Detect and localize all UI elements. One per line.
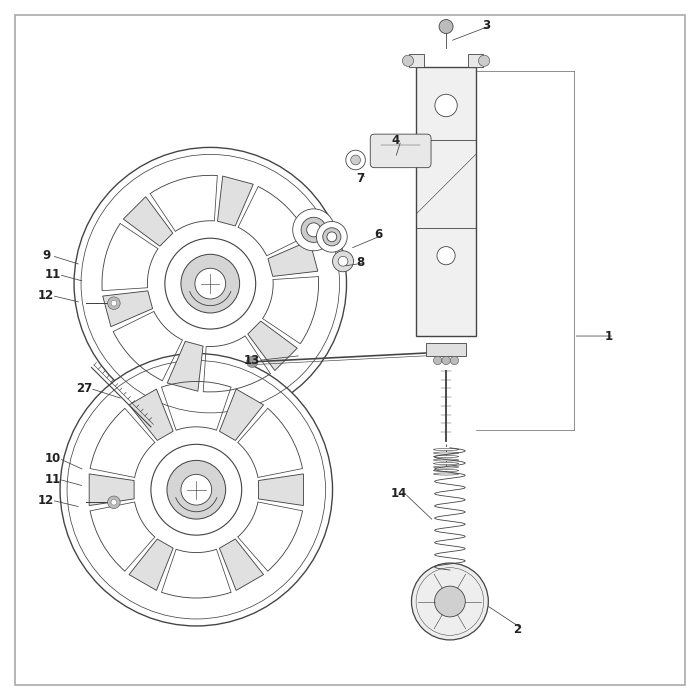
Text: 9: 9 xyxy=(42,249,50,262)
Circle shape xyxy=(323,228,341,246)
Circle shape xyxy=(479,55,490,66)
Text: 11: 11 xyxy=(45,473,61,486)
Polygon shape xyxy=(220,539,264,590)
Polygon shape xyxy=(89,474,134,505)
Polygon shape xyxy=(129,389,173,440)
Text: 14: 14 xyxy=(391,486,407,500)
Polygon shape xyxy=(218,176,253,226)
Circle shape xyxy=(195,268,225,299)
Circle shape xyxy=(151,444,241,535)
Ellipse shape xyxy=(433,470,459,472)
Circle shape xyxy=(338,256,348,266)
Circle shape xyxy=(111,300,117,306)
Circle shape xyxy=(307,223,321,237)
Polygon shape xyxy=(129,539,173,590)
Circle shape xyxy=(108,496,120,509)
Text: 8: 8 xyxy=(356,256,365,270)
Circle shape xyxy=(293,209,335,251)
Circle shape xyxy=(435,586,466,617)
Polygon shape xyxy=(167,342,203,391)
Circle shape xyxy=(437,246,455,265)
Text: 3: 3 xyxy=(482,19,490,32)
Polygon shape xyxy=(268,241,318,276)
Polygon shape xyxy=(123,197,173,246)
Circle shape xyxy=(165,238,256,329)
Ellipse shape xyxy=(433,473,459,475)
Circle shape xyxy=(412,563,489,640)
Text: 7: 7 xyxy=(356,172,365,186)
Text: 1: 1 xyxy=(604,330,612,342)
Text: 12: 12 xyxy=(38,494,54,507)
Polygon shape xyxy=(409,55,424,67)
Circle shape xyxy=(442,356,450,365)
Text: 6: 6 xyxy=(374,228,382,242)
Circle shape xyxy=(167,461,225,519)
FancyBboxPatch shape xyxy=(416,67,476,336)
Circle shape xyxy=(435,94,457,117)
Ellipse shape xyxy=(433,466,459,468)
Circle shape xyxy=(327,232,337,242)
Circle shape xyxy=(301,217,326,242)
Circle shape xyxy=(433,356,442,365)
Polygon shape xyxy=(468,55,484,67)
FancyBboxPatch shape xyxy=(426,343,466,356)
Circle shape xyxy=(351,155,360,165)
Circle shape xyxy=(402,55,414,66)
Ellipse shape xyxy=(433,452,459,454)
Ellipse shape xyxy=(433,449,459,451)
Text: 27: 27 xyxy=(76,382,92,395)
Circle shape xyxy=(108,297,120,309)
Ellipse shape xyxy=(433,456,459,458)
Circle shape xyxy=(74,148,346,420)
Text: 11: 11 xyxy=(45,268,61,281)
Circle shape xyxy=(332,251,354,272)
Circle shape xyxy=(450,356,459,365)
Text: 13: 13 xyxy=(244,354,260,367)
FancyBboxPatch shape xyxy=(370,134,431,168)
Text: 10: 10 xyxy=(45,452,61,465)
Circle shape xyxy=(439,20,453,34)
Ellipse shape xyxy=(433,459,459,461)
Circle shape xyxy=(246,356,258,368)
Text: 2: 2 xyxy=(514,623,522,636)
Circle shape xyxy=(181,254,239,313)
Ellipse shape xyxy=(433,463,459,465)
Text: 12: 12 xyxy=(38,289,54,302)
Circle shape xyxy=(111,500,117,505)
Text: 4: 4 xyxy=(391,134,400,147)
Polygon shape xyxy=(248,321,298,370)
Circle shape xyxy=(60,354,332,626)
Polygon shape xyxy=(103,291,153,327)
Circle shape xyxy=(181,475,211,505)
Circle shape xyxy=(346,150,365,170)
Polygon shape xyxy=(220,389,264,440)
Polygon shape xyxy=(258,474,303,505)
Circle shape xyxy=(316,221,347,252)
